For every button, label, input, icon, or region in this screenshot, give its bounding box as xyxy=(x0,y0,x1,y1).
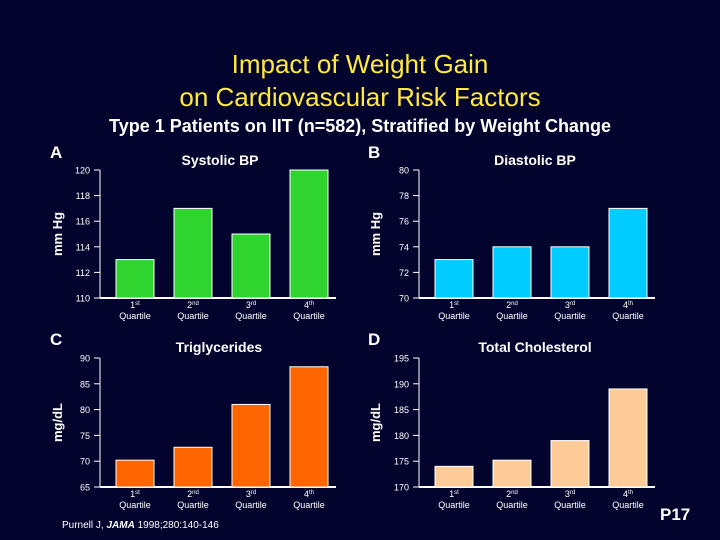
bar-3 xyxy=(550,440,590,488)
panel-letter: D xyxy=(368,330,380,349)
chart-title: Triglycerides xyxy=(176,339,263,355)
y-axis-label: mm Hg xyxy=(368,212,383,256)
y-tick-label: 114 xyxy=(76,242,90,252)
bar-1 xyxy=(115,459,155,488)
x-tick-label: Quartile xyxy=(554,311,586,321)
x-tick-ordinal: 2nd xyxy=(187,489,199,499)
bar-1 xyxy=(115,259,155,299)
panel-letter: C xyxy=(50,330,62,349)
citation: Purnell J, JAMA 1998;280:140-146 xyxy=(62,520,219,531)
x-tick-ordinal: 2nd xyxy=(506,489,518,499)
bar-4 xyxy=(289,366,329,488)
y-tick-label: 195 xyxy=(394,354,409,364)
y-tick-label: 72 xyxy=(399,268,409,278)
y-tick-label: 76 xyxy=(399,217,409,227)
chart-title: Diastolic BP xyxy=(494,152,576,168)
chart-title: Systolic BP xyxy=(181,152,258,168)
x-tick-label: Quartile xyxy=(177,311,209,321)
bar-2 xyxy=(173,446,213,488)
panel-letter: A xyxy=(50,143,62,162)
bar-4 xyxy=(608,207,648,299)
x-tick-ordinal: 4th xyxy=(304,489,314,499)
bar-2 xyxy=(492,459,532,488)
x-tick-label: Quartile xyxy=(438,311,470,321)
x-tick-label: Quartile xyxy=(177,500,209,510)
x-tick-ordinal: 4th xyxy=(623,489,633,499)
x-tick-ordinal: 4th xyxy=(304,300,314,310)
y-tick-label: 75 xyxy=(80,431,90,441)
y-tick-label: 190 xyxy=(394,379,409,389)
y-tick-label: 185 xyxy=(394,405,409,415)
y-axis-label: mg/dL xyxy=(50,403,65,442)
chart-panel-c: C Triglyceridesmg/dL6570758085901stQuarti… xyxy=(50,330,336,510)
bar-2 xyxy=(492,246,532,299)
bar-4 xyxy=(289,169,329,299)
x-tick-ordinal: 2nd xyxy=(506,300,518,310)
x-tick-label: Quartile xyxy=(293,500,325,510)
x-tick-label: Quartile xyxy=(496,311,528,321)
y-tick-label: 85 xyxy=(80,379,90,389)
x-tick-label: Quartile xyxy=(235,311,267,321)
x-tick-label: Quartile xyxy=(293,311,325,321)
x-tick-ordinal: 2nd xyxy=(187,300,199,310)
title-line1: Impact of Weight Gain xyxy=(232,49,489,79)
bar-3 xyxy=(231,403,271,488)
page-label: P17 xyxy=(660,505,690,524)
y-axis-label: mm Hg xyxy=(50,212,65,256)
y-tick-label: 120 xyxy=(75,166,90,176)
y-tick-label: 80 xyxy=(399,166,409,176)
y-tick-label: 175 xyxy=(394,457,409,467)
x-tick-ordinal: 3rd xyxy=(565,300,575,310)
bar-3 xyxy=(550,246,590,299)
bar-4 xyxy=(608,388,648,488)
x-tick-label: Quartile xyxy=(119,311,151,321)
x-tick-ordinal: 3rd xyxy=(565,489,575,499)
x-tick-label: Quartile xyxy=(496,500,528,510)
y-axis-label: mg/dL xyxy=(368,403,383,442)
x-tick-label: Quartile xyxy=(554,500,586,510)
y-tick-label: 70 xyxy=(80,457,90,467)
x-tick-ordinal: 4th xyxy=(623,300,633,310)
subtitle: Type 1 Patients on IIT (n=582), Stratifi… xyxy=(109,116,611,136)
y-tick-label: 110 xyxy=(76,294,90,304)
panel-letter: B xyxy=(368,143,380,162)
x-tick-ordinal: 1st xyxy=(130,300,140,310)
x-tick-label: Quartile xyxy=(235,500,267,510)
x-tick-ordinal: 1st xyxy=(449,300,459,310)
x-tick-label: Quartile xyxy=(612,500,644,510)
citation-author: Purnell J, xyxy=(62,520,106,531)
chart-panel-d: D Total Cholesterol mg/dL 170 175 180 185 190 19… xyxy=(368,330,655,510)
x-tick-ordinal: 3rd xyxy=(246,300,256,310)
x-tick-label: Quartile xyxy=(612,311,644,321)
y-tick-label: 116 xyxy=(76,217,90,227)
y-tick-label: 80 xyxy=(80,405,90,415)
title-line2: on Cardiovascular Risk Factors xyxy=(179,82,540,112)
bar-3 xyxy=(231,233,271,299)
y-tick-label: 65 xyxy=(80,483,90,493)
x-tick-label: Quartile xyxy=(119,500,151,510)
y-tick-label: 90 xyxy=(80,354,90,364)
citation-journal: JAMA xyxy=(106,520,134,531)
chart-title: Total Cholesterol xyxy=(478,339,591,355)
y-tick-label: 70 xyxy=(399,294,409,304)
bar-1 xyxy=(434,259,474,299)
y-tick-label: 180 xyxy=(394,431,409,441)
x-tick-ordinal: 1st xyxy=(130,489,140,499)
x-tick-ordinal: 3rd xyxy=(246,489,256,499)
y-tick-label: 170 xyxy=(394,483,409,493)
y-tick-label: 74 xyxy=(399,242,409,252)
bar-2 xyxy=(173,207,213,299)
x-tick-ordinal: 1st xyxy=(449,489,459,499)
x-tick-label: Quartile xyxy=(438,500,470,510)
citation-rest: 1998;280:140-146 xyxy=(135,520,219,531)
y-tick-label: 112 xyxy=(76,268,90,278)
y-tick-label: 78 xyxy=(399,191,409,201)
bar-1 xyxy=(434,465,474,488)
y-tick-label: 118 xyxy=(76,191,90,201)
